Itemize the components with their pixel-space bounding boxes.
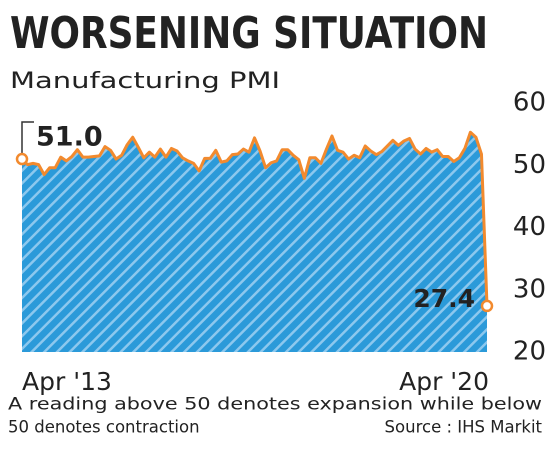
plot-area: 20 30 40 50 60 51.0 27.4 Apr '13 Apr '20 (15, 88, 546, 396)
y-tick-label: 50 (513, 150, 546, 180)
line (20, 130, 489, 306)
y-tick-label: 30 (513, 274, 546, 304)
chart-subtitle: Manufacturing PMI (10, 69, 280, 94)
chart-title: WORSENING SITUATION (10, 8, 488, 59)
source: Source : IHS Markit (385, 418, 543, 437)
end-marker (480, 299, 494, 313)
note: 50 denotes contraction (8, 418, 200, 437)
value-label: 27.4 (413, 284, 475, 313)
y-tick-label: 20 (513, 337, 546, 367)
x-tick-label: Apr '13 (22, 367, 112, 396)
y-tick-label: 60 (513, 88, 546, 118)
note: A reading above 50 denotes expansion whi… (8, 395, 542, 414)
area (22, 132, 487, 352)
value-label: 51.0 (36, 122, 103, 153)
end-marker (15, 152, 29, 166)
x-tick-label: Apr '20 (399, 367, 489, 396)
label-bracket (21, 121, 34, 154)
y-tick-label: 40 (513, 212, 546, 242)
